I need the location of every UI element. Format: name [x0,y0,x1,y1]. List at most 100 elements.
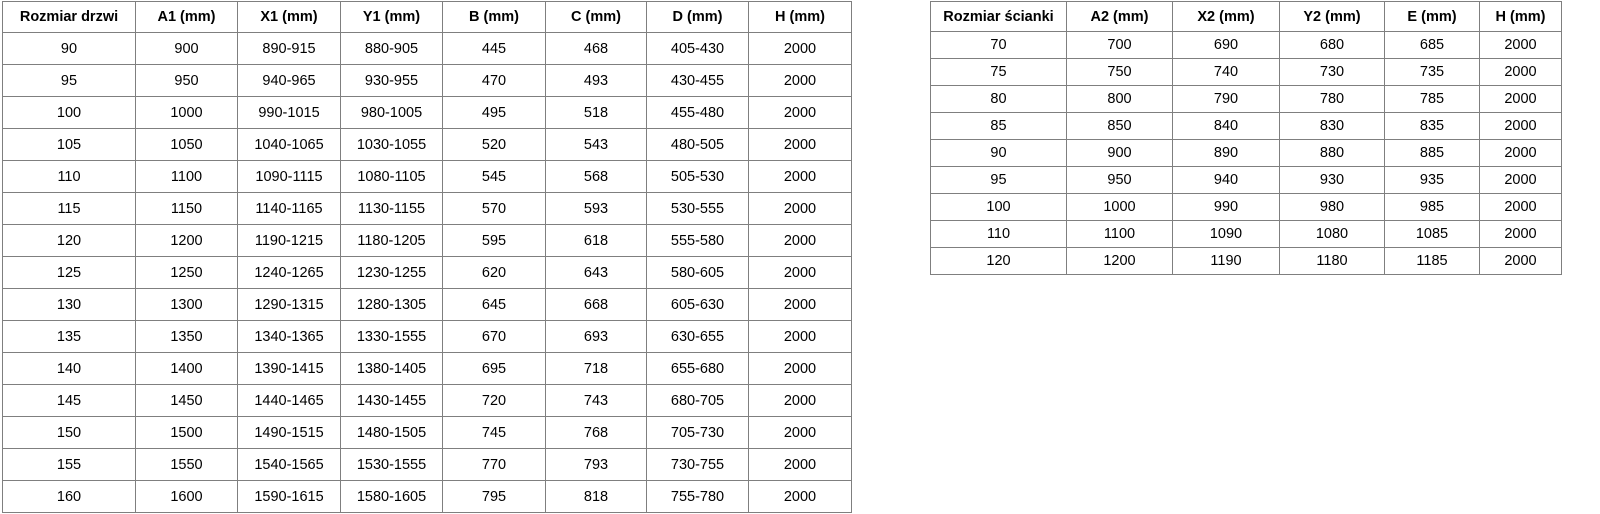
doors-cell-r9-c2: 1340-1365 [237,320,341,353]
walls-cell-r7-c5: 2000 [1479,220,1562,248]
doors-cell-r3-c1: 1050 [135,128,238,161]
walls-cell-r6-c4: 985 [1384,193,1480,221]
doors-cell-r12-c6: 705-730 [646,416,749,449]
doors-cell-r5-c4: 570 [442,192,546,225]
walls-header-row: Rozmiar ścianki A2 (mm) X2 (mm) Y2 (mm) E (m… [930,1,1562,32]
table-row: 125 1250 1240-1265 1230-1255 620 643 580-605 20… [2,256,852,289]
walls-cell-r6-c1: 1000 [1066,193,1173,221]
doors-cell-r9-c6: 630-655 [646,320,749,353]
doors-cell-r2-c2: 990-1015 [237,96,341,129]
doors-column-header-4: B (mm) [442,1,546,33]
walls-cell-r2-c1: 800 [1066,85,1173,113]
walls-cell-r0-c2: 690 [1172,31,1280,59]
doors-cell-r10-c2: 1390-1415 [237,352,341,385]
walls-cell-r6-c5: 2000 [1479,193,1562,221]
walls-table-body: 70 700 690 680 685 2000 75 750 740 730 735 2000 80 80… [930,31,1562,275]
walls-cell-r4-c3: 880 [1279,139,1385,167]
walls-cell-r3-c0: 85 [930,112,1067,140]
doors-cell-r11-c7: 2000 [748,384,852,417]
doors-cell-r4-c1: 1100 [135,160,238,193]
table-row: 105 1050 1040-1065 1030-1055 520 543 480-505 20… [2,128,852,161]
walls-cell-r0-c3: 680 [1279,31,1385,59]
doors-cell-r1-c7: 2000 [748,64,852,97]
doors-cell-r2-c4: 495 [442,96,546,129]
walls-cell-r0-c4: 685 [1384,31,1480,59]
doors-column-header-1: A1 (mm) [135,1,238,33]
walls-column-header-2: X2 (mm) [1172,1,1280,32]
table-row: 130 1300 1290-1315 1280-1305 645 668 605-630 20… [2,288,852,321]
walls-cell-r0-c1: 700 [1066,31,1173,59]
doors-cell-r11-c1: 1450 [135,384,238,417]
doors-cell-r7-c3: 1230-1255 [340,256,443,289]
doors-cell-r1-c4: 470 [442,64,546,97]
doors-cell-r6-c1: 1200 [135,224,238,257]
doors-cell-r11-c6: 680-705 [646,384,749,417]
doors-cell-r8-c6: 605-630 [646,288,749,321]
table-row: 95 950 940 930 935 2000 [930,166,1562,194]
doors-cell-r6-c3: 1180-1205 [340,224,443,257]
doors-cell-r0-c6: 405-430 [646,32,749,65]
doors-cell-r7-c4: 620 [442,256,546,289]
doors-cell-r5-c1: 1150 [135,192,238,225]
walls-cell-r7-c2: 1090 [1172,220,1280,248]
walls-cell-r5-c5: 2000 [1479,166,1562,194]
walls-cell-r0-c5: 2000 [1479,31,1562,59]
doors-cell-r8-c0: 130 [2,288,136,321]
doors-cell-r6-c5: 618 [545,224,647,257]
walls-cell-r7-c4: 1085 [1384,220,1480,248]
walls-column-header-4: E (mm) [1384,1,1480,32]
doors-cell-r8-c4: 645 [442,288,546,321]
walls-cell-r6-c3: 980 [1279,193,1385,221]
doors-cell-r6-c6: 555-580 [646,224,749,257]
walls-cell-r1-c1: 750 [1066,58,1173,86]
walls-cell-r8-c5: 2000 [1479,247,1562,275]
table-row: 95 950 940-965 930-955 470 493 430-455 2000 [2,64,852,97]
doors-cell-r14-c5: 818 [545,480,647,513]
table-row: 160 1600 1590-1615 1580-1605 795 818 755-780 20… [2,480,852,513]
doors-cell-r13-c0: 155 [2,448,136,481]
walls-cell-r3-c1: 850 [1066,112,1173,140]
doors-cell-r3-c5: 543 [545,128,647,161]
doors-cell-r8-c2: 1290-1315 [237,288,341,321]
walls-cell-r3-c2: 840 [1172,112,1280,140]
walls-cell-r2-c3: 780 [1279,85,1385,113]
doors-cell-r2-c5: 518 [545,96,647,129]
doors-cell-r4-c3: 1080-1105 [340,160,443,193]
walls-column-header-1: A2 (mm) [1066,1,1173,32]
doors-cell-r3-c6: 480-505 [646,128,749,161]
doors-cell-r8-c5: 668 [545,288,647,321]
doors-cell-r9-c3: 1330-1555 [340,320,443,353]
doors-cell-r4-c5: 568 [545,160,647,193]
doors-cell-r10-c3: 1380-1405 [340,352,443,385]
doors-cell-r1-c0: 95 [2,64,136,97]
doors-cell-r7-c2: 1240-1265 [237,256,341,289]
walls-cell-r2-c0: 80 [930,85,1067,113]
doors-cell-r10-c5: 718 [545,352,647,385]
table-row: 100 1000 990 980 985 2000 [930,193,1562,221]
walls-cell-r5-c2: 940 [1172,166,1280,194]
doors-cell-r11-c3: 1430-1455 [340,384,443,417]
walls-cell-r5-c3: 930 [1279,166,1385,194]
walls-cell-r8-c3: 1180 [1279,247,1385,275]
table-row: 90 900 890 880 885 2000 [930,139,1562,167]
doors-header-row: Rozmiar drzwi A1 (mm) X1 (mm) Y1 (mm) B (mm)… [2,1,852,33]
doors-cell-r1-c6: 430-455 [646,64,749,97]
doors-cell-r9-c0: 135 [2,320,136,353]
doors-cell-r14-c1: 1600 [135,480,238,513]
doors-cell-r1-c3: 930-955 [340,64,443,97]
doors-cell-r14-c3: 1580-1605 [340,480,443,513]
walls-column-header-3: Y2 (mm) [1279,1,1385,32]
table-row: 115 1150 1140-1165 1130-1155 570 593 530-555 20… [2,192,852,225]
doors-cell-r13-c6: 730-755 [646,448,749,481]
doors-cell-r13-c3: 1530-1555 [340,448,443,481]
doors-cell-r14-c0: 160 [2,480,136,513]
doors-cell-r14-c2: 1590-1615 [237,480,341,513]
doors-cell-r13-c4: 770 [442,448,546,481]
doors-cell-r2-c7: 2000 [748,96,852,129]
doors-cell-r11-c2: 1440-1465 [237,384,341,417]
doors-cell-r14-c7: 2000 [748,480,852,513]
doors-cell-r5-c6: 530-555 [646,192,749,225]
walls-cell-r7-c3: 1080 [1279,220,1385,248]
walls-cell-r7-c1: 1100 [1066,220,1173,248]
